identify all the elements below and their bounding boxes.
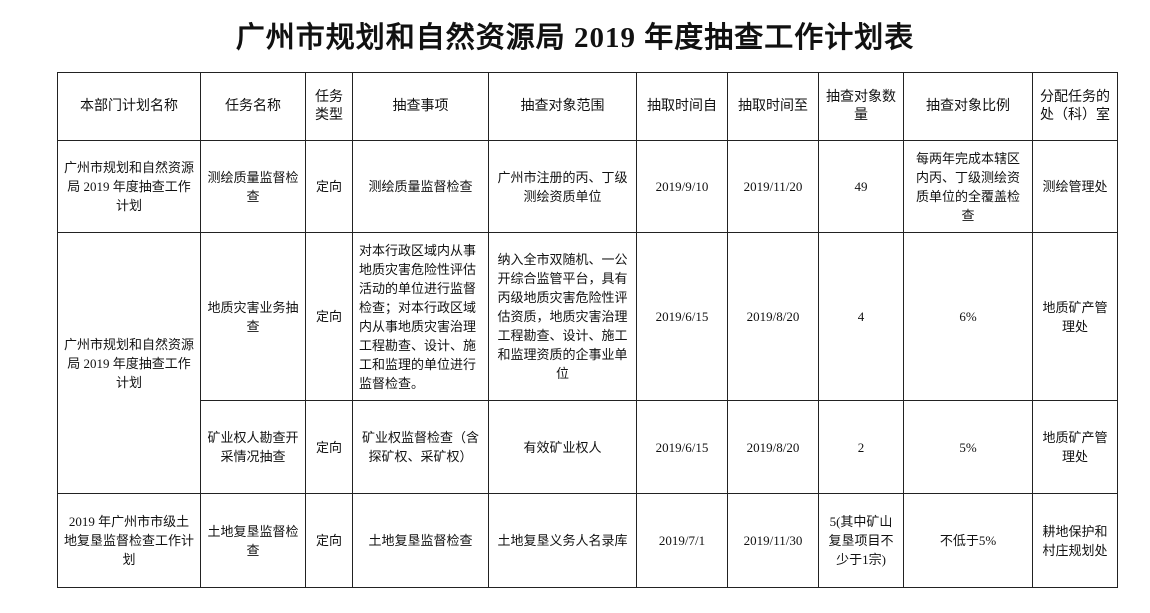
- table-cell: 5(其中矿山复垦项目不少于1宗): [818, 493, 904, 588]
- column-header: 抽查对象比例: [903, 72, 1033, 141]
- table-cell: 2019/6/15: [636, 232, 728, 401]
- table-cell: 测绘质量监督检查: [352, 140, 489, 233]
- table-cell: 2: [818, 400, 904, 494]
- table-cell: 2019/11/20: [727, 140, 819, 233]
- header-row: 本部门计划名称 任务名称 任务类型 抽查事项 抽查对象范围 抽取时间自 抽取时间至 抽查对象数…: [57, 72, 1118, 141]
- table-cell: 地质矿产管理处: [1032, 400, 1118, 494]
- table-cell: 定向: [305, 493, 353, 588]
- table-cell: 土地复垦监督检查: [200, 493, 306, 588]
- table-cell: 矿业权监督检查（含探矿权、采矿权）: [352, 400, 489, 494]
- table-cell: 土地复垦监督检查: [352, 493, 489, 588]
- table-cell: 纳入全市双随机、一公开综合监管平台，具有丙级地质灾害危险性评估资质，地质灾害治理…: [488, 232, 637, 401]
- table-cell: 2019/7/1: [636, 493, 728, 588]
- table-cell: 测绘质量监督检查: [200, 140, 306, 233]
- table-cell: 4: [818, 232, 904, 401]
- table-cell: 矿业权人勘查开采情况抽查: [200, 400, 306, 494]
- plan-name: 广州市规划和自然资源局 2019 年度抽查工作计划: [57, 232, 201, 494]
- plan-table: 本部门计划名称 任务名称 任务类型 抽查事项 抽查对象范围 抽取时间自 抽取时间至 抽查对象数…: [57, 72, 1118, 588]
- table-cell: 地质灾害业务抽查: [200, 232, 306, 401]
- plan-name: 2019 年广州市市级土地复垦监督检查工作计划: [57, 493, 201, 588]
- table-cell: 2019/11/30: [727, 493, 819, 588]
- table-row: 广州市规划和自然资源局 2019 年度抽查工作计划 地质灾害业务抽查 定向 对本行政区…: [57, 232, 1118, 494]
- table-cell: 不低于5%: [903, 493, 1033, 588]
- table-cell: 对本行政区域内从事地质灾害危险性评估活动的单位进行监督检查；对本行政区域内从事地…: [352, 232, 489, 401]
- table-cell: 土地复垦义务人名录库: [488, 493, 637, 588]
- column-header: 分配任务的处（科）室: [1032, 72, 1118, 141]
- table-cell: 定向: [305, 140, 353, 233]
- table-cell: 耕地保护和村庄规划处: [1032, 493, 1118, 588]
- column-header: 抽查对象范围: [488, 72, 637, 141]
- title: 广州市规划和自然资源局 2019 年度抽查工作计划表: [235, 22, 915, 54]
- table-cell: 5%: [903, 400, 1033, 494]
- table-body: 广州市规划和自然资源局 2019 年度抽查工作计划 测绘质量监督检查 定向 测绘质量监…: [57, 140, 1118, 588]
- table-row: 广州市规划和自然资源局 2019 年度抽查工作计划 测绘质量监督检查 定向 测绘质量监…: [57, 140, 1118, 233]
- table-cell: 地质矿产管理处: [1032, 232, 1118, 401]
- table-row: 矿业权人勘查开采情况抽查 定向 矿业权监督检查（含探矿权、采矿权） 有效矿业权人 201…: [58, 400, 1118, 494]
- table-row: 2019 年广州市市级土地复垦监督检查工作计划 土地复垦监督检查 定向 土地复垦监督检…: [57, 493, 1118, 588]
- table-cell: 定向: [305, 232, 353, 401]
- column-header: 任务类型: [305, 72, 353, 141]
- table-cell: 广州市注册的丙、丁级测绘资质单位: [488, 140, 637, 233]
- column-header: 抽取时间自: [636, 72, 728, 141]
- column-header: 抽查对象数量: [818, 72, 904, 141]
- table-cell: 每两年完成本辖区内丙、丁级测绘资质单位的全覆盖检查: [903, 140, 1033, 233]
- column-header: 任务名称: [200, 72, 306, 141]
- table-cell: 2019/8/20: [727, 232, 819, 401]
- table-cell: 2019/6/15: [636, 400, 728, 494]
- table-cell: 6%: [903, 232, 1033, 401]
- table-cell: 2019/9/10: [636, 140, 728, 233]
- plan-name: 广州市规划和自然资源局 2019 年度抽查工作计划: [57, 140, 201, 233]
- table-cell: 定向: [305, 400, 353, 494]
- table-cell: 测绘管理处: [1032, 140, 1118, 233]
- table-cell: 49: [818, 140, 904, 233]
- column-header: 抽查事项: [352, 72, 489, 141]
- table-cell: 有效矿业权人: [488, 400, 637, 494]
- column-header: 本部门计划名称: [57, 72, 201, 141]
- column-header: 抽取时间至: [727, 72, 819, 141]
- table-cell: 2019/8/20: [727, 400, 819, 494]
